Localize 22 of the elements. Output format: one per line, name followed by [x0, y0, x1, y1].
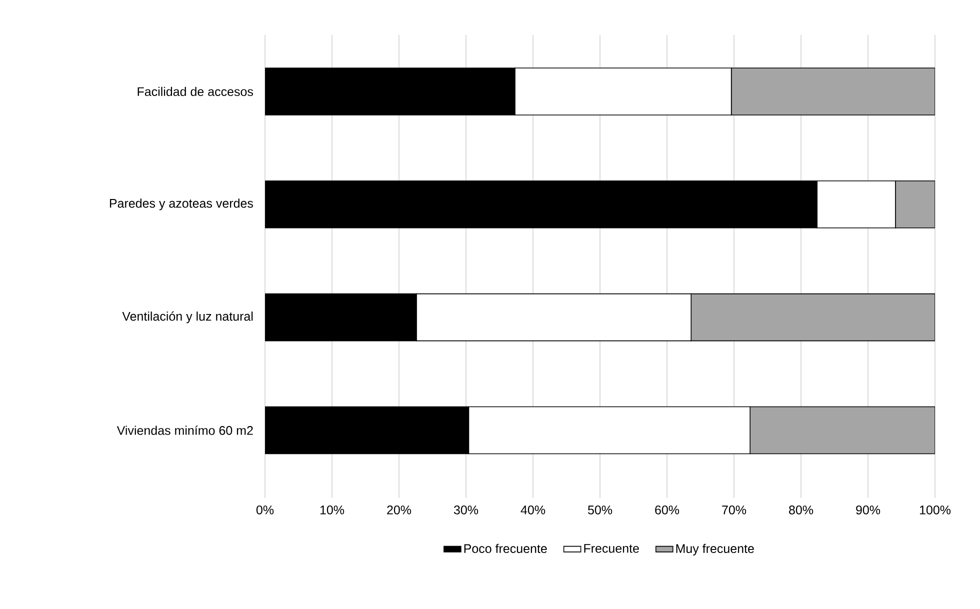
x-tick-label: 50% — [588, 506, 612, 514]
x-tick-label: 30% — [454, 506, 478, 514]
y-tick-label: Viviendas minímo 60 m2 — [116, 426, 253, 435]
legend-label: Poco frecuente — [464, 544, 547, 554]
x-tick-label: 100% — [920, 506, 951, 514]
x-tick-label: 80% — [789, 506, 814, 514]
bar — [895, 180, 936, 228]
x-tick-label: 90% — [856, 506, 880, 514]
bar — [750, 406, 936, 454]
legend-label: Frecuente — [584, 544, 639, 553]
x-tick-label: 20% — [387, 506, 412, 514]
y-tick-label: Paredes y azoteas verdes — [110, 198, 253, 210]
bar — [730, 68, 936, 116]
y-tick-label: Ventilación y luz natural — [122, 311, 253, 324]
x-tick-label: 10% — [320, 506, 344, 514]
x-tick-label: 40% — [520, 506, 546, 514]
y-tick-label: Facilidad de accesos — [138, 86, 253, 96]
bar — [690, 293, 936, 342]
x-tick-label: 60% — [655, 506, 680, 514]
x-tick-label: 70% — [722, 506, 746, 514]
legend-label: Muy frecuente — [676, 544, 754, 556]
x-tick-label: 0% — [256, 506, 274, 514]
